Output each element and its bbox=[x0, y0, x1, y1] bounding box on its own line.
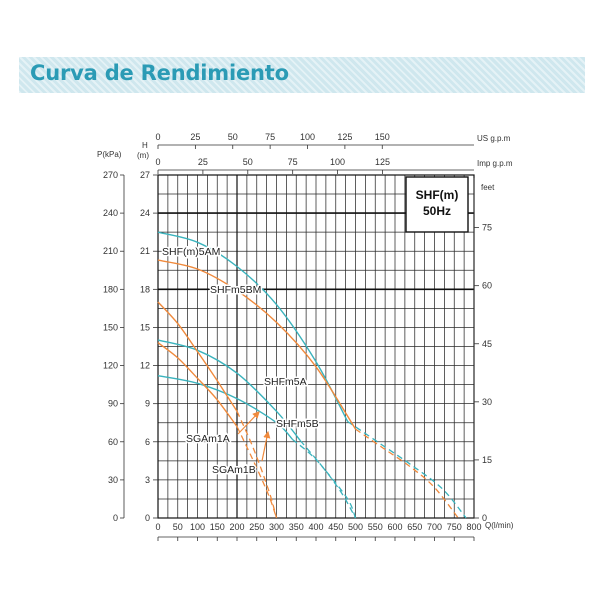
x-tick-label-us-gpm: 150 bbox=[375, 132, 390, 142]
y-tick-label-head: 6 bbox=[145, 437, 150, 447]
y-tick-label-pressure: 150 bbox=[103, 322, 118, 332]
x-tick-label-lpm: 50 bbox=[173, 522, 183, 532]
series-sgam1a-dashed-line bbox=[236, 411, 278, 519]
x-tick-label-imp-gpm: 125 bbox=[375, 157, 390, 167]
x-tick-label-lpm: 700 bbox=[427, 522, 442, 532]
x-tick-label-imp-gpm: 0 bbox=[155, 157, 160, 167]
series-shfm5b-dashed-line bbox=[291, 438, 357, 519]
x-tick-label-us-gpm: 50 bbox=[228, 132, 238, 142]
series-sgam1b-line bbox=[157, 342, 238, 427]
y-tick-label-pressure: 210 bbox=[103, 246, 118, 256]
x-tick-label-lpm: 400 bbox=[308, 522, 323, 532]
x-tick-label-lpm: 750 bbox=[447, 522, 462, 532]
y-tick-label-head: 27 bbox=[140, 170, 150, 180]
series-shf-m-5am-line bbox=[157, 231, 349, 422]
title-banner: Curva de Rendimiento bbox=[19, 57, 585, 93]
y-axis-feet-unit: feet bbox=[481, 183, 495, 192]
chart-axes bbox=[120, 144, 479, 541]
x-tick-label-lpm: 300 bbox=[269, 522, 284, 532]
x-tick-label-us-gpm: 125 bbox=[337, 132, 352, 142]
x-tick-label-imp-gpm: 75 bbox=[288, 157, 298, 167]
y-tick-label-head: 12 bbox=[140, 361, 150, 371]
y-tick-label-pressure: 0 bbox=[113, 513, 118, 523]
y-tick-label-pressure: 60 bbox=[108, 437, 118, 447]
y-tick-label-head: 9 bbox=[145, 399, 150, 409]
y-tick-label-feet: 30 bbox=[482, 397, 492, 407]
chart-curve-labels: SHF(m)5AM SHFm5BM SHFm5A SHFm5B SGAm1A SGAm1B bbox=[161, 245, 321, 478]
y-tick-label-feet: 60 bbox=[482, 281, 492, 291]
curve-label-shfm5a: SHFm5A bbox=[264, 376, 307, 388]
x-tick-label-lpm: 450 bbox=[328, 522, 343, 532]
y-tick-label-head: 24 bbox=[140, 208, 150, 218]
y-axis-pressure-unit: P(kPa) bbox=[97, 150, 122, 159]
y-tick-label-head: 21 bbox=[140, 246, 150, 256]
y-tick-label-pressure: 30 bbox=[108, 475, 118, 485]
y-tick-label-feet: 45 bbox=[482, 339, 492, 349]
x-tick-label-us-gpm: 100 bbox=[300, 132, 315, 142]
x-tick-label-us-gpm: 75 bbox=[265, 132, 275, 142]
curve-label-shfm5b: SHFm5B bbox=[276, 418, 319, 430]
x-axis-us-gpm-unit: US g.p.m bbox=[477, 134, 511, 143]
chart-series bbox=[157, 231, 467, 519]
series-shfm5a-dashed-line bbox=[299, 440, 357, 519]
page-title: Curva de Rendimiento bbox=[30, 61, 289, 85]
curve-label-shf-m-5am: SHF(m)5AM bbox=[162, 246, 220, 258]
x-tick-label-lpm: 650 bbox=[407, 522, 422, 532]
model-box-subtitle: 50Hz bbox=[423, 204, 451, 218]
y-tick-label-pressure: 120 bbox=[103, 361, 118, 371]
chart-tick-labels: 0369121518212427030609012015018021024027… bbox=[103, 132, 492, 532]
x-tick-label-lpm: 800 bbox=[466, 522, 481, 532]
y-tick-label-pressure: 90 bbox=[108, 399, 118, 409]
y-tick-label-head: 15 bbox=[140, 322, 150, 332]
series-shfm5bm-line bbox=[157, 259, 357, 430]
x-tick-label-imp-gpm: 100 bbox=[330, 157, 345, 167]
x-tick-label-lpm: 350 bbox=[289, 522, 304, 532]
x-tick-label-us-gpm: 0 bbox=[155, 132, 160, 142]
series-sgam1a-line bbox=[157, 301, 238, 412]
y-tick-label-feet: 0 bbox=[482, 513, 487, 523]
leader-arrow-sgam1b bbox=[261, 430, 271, 462]
y-tick-label-head: 0 bbox=[145, 513, 150, 523]
y-tick-label-feet: 75 bbox=[482, 223, 492, 233]
y-tick-label-pressure: 270 bbox=[103, 170, 118, 180]
series-shfm5a-line bbox=[157, 339, 301, 441]
y-tick-label-pressure: 240 bbox=[103, 208, 118, 218]
x-tick-label-lpm: 200 bbox=[229, 522, 244, 532]
x-axis-imp-gpm-unit: Imp g.p.m bbox=[477, 159, 513, 168]
x-tick-label-lpm: 150 bbox=[210, 522, 225, 532]
model-box-frame bbox=[405, 176, 469, 233]
series-sgam1b-dashed-line bbox=[236, 426, 278, 519]
chart-grid bbox=[158, 175, 474, 518]
y-tick-label-head: 18 bbox=[140, 284, 150, 294]
x-tick-label-lpm: 500 bbox=[348, 522, 363, 532]
x-axis-lpm-unit: Q(l/min) bbox=[485, 521, 514, 530]
y-tick-label-feet: 15 bbox=[482, 455, 492, 465]
x-tick-label-lpm: 600 bbox=[387, 522, 402, 532]
x-tick-label-imp-gpm: 25 bbox=[198, 157, 208, 167]
y-tick-label-pressure: 180 bbox=[103, 284, 118, 294]
x-tick-label-us-gpm: 25 bbox=[190, 132, 200, 142]
series-shfm5bm-dashed-line bbox=[355, 428, 459, 519]
series-shfm5b-line bbox=[157, 375, 293, 440]
curve-label-sgam1a: SGAm1A bbox=[186, 433, 230, 445]
model-box: SHF(m) 50Hz bbox=[405, 176, 469, 233]
x-tick-label-lpm: 550 bbox=[368, 522, 383, 532]
curve-label-shfm5bm: SHFm5BM bbox=[210, 284, 261, 296]
x-tick-label-lpm: 0 bbox=[155, 522, 160, 532]
leader-arrow-sgam1a bbox=[237, 411, 260, 435]
y-axis-head-unit: H bbox=[142, 141, 148, 150]
model-box-title: SHF(m) bbox=[416, 188, 459, 202]
y-tick-label-head: 3 bbox=[145, 475, 150, 485]
x-tick-label-lpm: 100 bbox=[190, 522, 205, 532]
x-tick-label-lpm: 250 bbox=[249, 522, 264, 532]
curve-label-sgam1b: SGAm1B bbox=[212, 464, 256, 476]
series-shf-m-5am-dashed-line bbox=[347, 420, 467, 519]
y-axis-head-unit-sub: (m) bbox=[137, 151, 149, 160]
x-tick-label-imp-gpm: 50 bbox=[243, 157, 253, 167]
